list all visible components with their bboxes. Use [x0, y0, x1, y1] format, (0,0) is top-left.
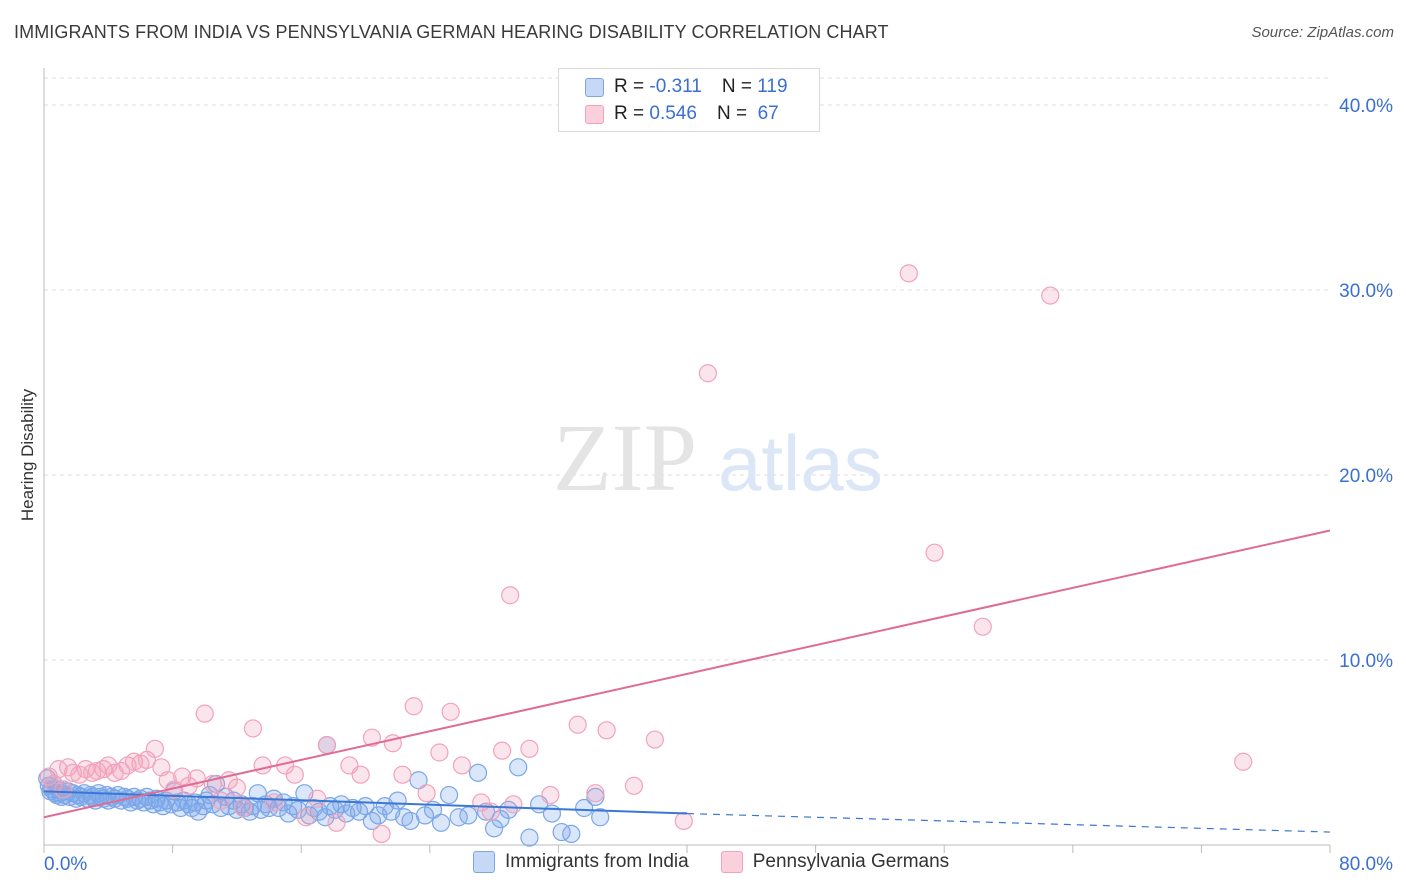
pennsylvania-point	[351, 765, 370, 784]
india-point	[431, 813, 451, 832]
y-tick-label: 30.0%	[1339, 281, 1393, 302]
pennsylvania-point	[195, 704, 214, 723]
pennsylvania-point	[493, 741, 512, 760]
stats-row-pennsylvania: R = 0.546 N = 67	[585, 100, 779, 128]
legend-item-india: Immigrants from India	[473, 851, 689, 873]
india-point	[439, 785, 459, 805]
india-trend-line	[43, 790, 688, 815]
pennsylvania-point	[264, 793, 283, 812]
pennsylvania-point	[541, 785, 560, 805]
pennsylvania-legend-swatch	[720, 851, 743, 873]
pennsylvania-point	[430, 743, 449, 762]
watermark-atlas: atlas	[718, 419, 883, 507]
pennsylvania-point	[285, 765, 304, 784]
pennsylvania-point	[1234, 752, 1253, 771]
pennsylvania-point	[59, 758, 78, 777]
india-point	[591, 808, 610, 827]
n-value: 119	[757, 76, 788, 97]
pennsylvania-point	[234, 798, 253, 818]
india-point	[499, 800, 518, 819]
pennsylvania-point	[441, 702, 460, 721]
x-tick-label: 80.0%	[1339, 854, 1393, 875]
pennsylvania-point	[253, 756, 272, 775]
source-label: Source: ZipAtlas.com	[1251, 24, 1394, 41]
pennsylvania-trend-line	[43, 529, 1331, 819]
pennsylvania-point	[899, 264, 918, 283]
pennsylvania-point	[925, 543, 944, 562]
series-legend: Immigrants from India Pennsylvania Germa…	[473, 851, 981, 873]
india-point	[509, 758, 528, 777]
watermark-zip: ZIP	[553, 404, 697, 511]
pennsylvania-swatch	[585, 104, 604, 124]
pennsylvania-point	[327, 813, 346, 832]
pennsylvania-point	[308, 789, 327, 808]
pennsylvania-point	[145, 739, 165, 758]
pennsylvania-point	[317, 735, 337, 755]
india-point	[388, 791, 407, 810]
pennsylvania-point	[296, 808, 316, 827]
india-swatch	[585, 77, 604, 97]
r-label: R =	[614, 103, 645, 124]
r-value: 0.546	[649, 103, 697, 124]
n-label: N =	[721, 76, 752, 97]
india-legend-swatch	[473, 851, 495, 873]
india-trend-extension	[686, 812, 1331, 833]
pennsylvania-point	[417, 784, 436, 803]
n-value: 67	[757, 103, 779, 124]
pennsylvania-point	[520, 739, 539, 758]
india-point	[332, 795, 351, 814]
pennsylvania-point	[54, 780, 73, 799]
pennsylvania-point	[1041, 286, 1060, 305]
india-point	[409, 771, 428, 790]
pennsylvania-point	[173, 767, 192, 786]
pennsylvania-point	[501, 586, 520, 605]
pennsylvania-point	[597, 721, 616, 740]
india-point	[520, 828, 539, 847]
chart-title: IMMIGRANTS FROM INDIA VS PENNSYLVANIA GE…	[14, 22, 889, 42]
pennsylvania-point	[452, 756, 472, 775]
pennsylvania-point	[586, 784, 605, 803]
pennsylvania-point	[243, 719, 263, 738]
r-value: -0.311	[649, 76, 702, 97]
pennsylvania-point	[372, 824, 391, 844]
n-label: N =	[716, 103, 748, 124]
india-point	[468, 763, 488, 782]
pennsylvania-point	[568, 715, 587, 734]
pennsylvania-point	[362, 728, 382, 747]
india-point	[274, 793, 293, 812]
india-point	[575, 798, 594, 818]
x-tick-label: 0.0%	[44, 854, 87, 875]
pennsylvania-point	[87, 761, 107, 781]
india-point	[316, 808, 335, 827]
y-tick-label: 40.0%	[1339, 96, 1393, 117]
pennsylvania-point	[393, 765, 412, 784]
pennsylvania-point	[645, 730, 664, 749]
y-tick-label: 10.0%	[1339, 651, 1393, 672]
legend-label: Immigrants from India	[505, 851, 689, 872]
pennsylvania-point	[698, 364, 717, 383]
stats-legend: R = -0.311 N = 119 R = 0.546 N = 67	[558, 68, 820, 132]
pennsylvania-point	[624, 776, 644, 795]
pennsylvania-point	[973, 617, 992, 636]
india-point	[459, 806, 478, 825]
pennsylvania-point	[674, 811, 693, 831]
axes	[43, 68, 1331, 853]
pennsylvania-point	[404, 697, 423, 716]
pennsylvania-point	[211, 791, 230, 810]
watermark: ZIP atlas	[553, 404, 883, 511]
y-tick-label: 20.0%	[1339, 466, 1393, 487]
trend-lines	[43, 529, 1331, 833]
data-points	[38, 264, 1253, 847]
r-label: R =	[614, 76, 645, 97]
india-point	[562, 824, 581, 844]
stats-row-india: R = -0.311 N = 119	[585, 73, 788, 101]
tick-labels: 10.0% 20.0% 30.0% 40.0% 0.0% 80.0%	[44, 96, 1393, 875]
india-point	[542, 804, 562, 823]
pennsylvania-point	[227, 778, 246, 797]
legend-label: Pennsylvania Germans	[752, 851, 950, 872]
pennsylvania-point	[504, 795, 523, 814]
legend-item-pennsylvania: Pennsylvania Germans	[720, 851, 950, 873]
